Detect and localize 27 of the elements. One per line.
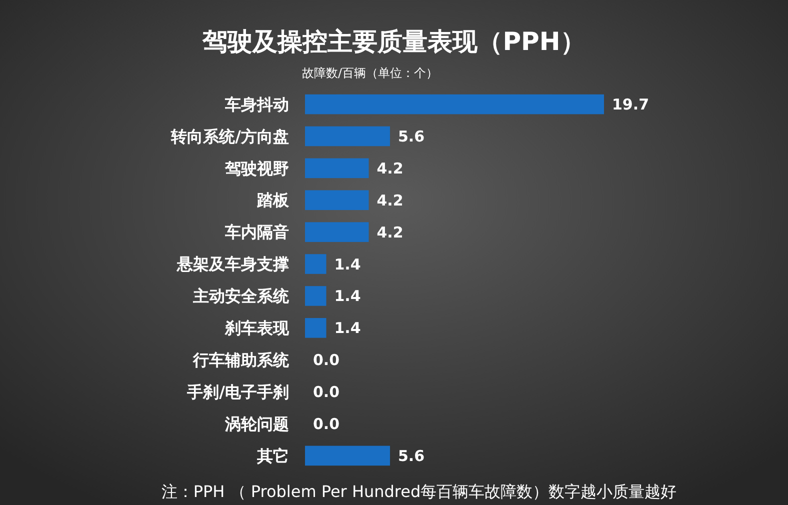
text: 注：PPH （ Problem Per Hundred每百辆车故障数）数字越小质量越好 [161, 482, 677, 501]
y-tick-label: 行车辅助系统 [192, 350, 290, 370]
data-label: 5.6 [398, 446, 425, 465]
data-label: 0.0 [313, 383, 340, 402]
chart-title: 驾驶及操控主要质量表现（PPH） [202, 27, 586, 56]
y-tick-label: 车身抖动 [224, 94, 289, 114]
y-tick-label: 涡轮问题 [224, 414, 289, 434]
y-tick-label: 悬架及车身支撑 [176, 254, 289, 274]
y-tick-label: 刹车表现 [224, 318, 290, 338]
data-label: 4.2 [376, 191, 404, 210]
data-label: 4.2 [376, 159, 404, 178]
y-tick-label: 主动安全系统 [192, 286, 290, 306]
data-label: 1.4 [334, 319, 361, 338]
data-label: 0.0 [313, 415, 340, 434]
y-tick-label: 其它 [256, 446, 289, 466]
data-label: 1.4 [334, 287, 361, 306]
y-tick-label: 驾驶视野 [224, 158, 289, 178]
y-tick-label: 踏板 [256, 190, 290, 210]
data-label: 0.0 [313, 351, 340, 370]
y-tick-label: 手刹/电子手刹 [186, 382, 289, 402]
chart-subtitle: 故障数/百辆（单位：个） [302, 66, 438, 80]
data-label: 4.2 [376, 223, 404, 242]
data-label: 19.7 [612, 96, 650, 114]
y-tick-label: 车内隔音 [224, 222, 289, 242]
data-label: 1.4 [334, 255, 361, 274]
data-label: 5.6 [398, 127, 425, 146]
y-tick-label: 转向系统/方向盘 [170, 126, 289, 146]
